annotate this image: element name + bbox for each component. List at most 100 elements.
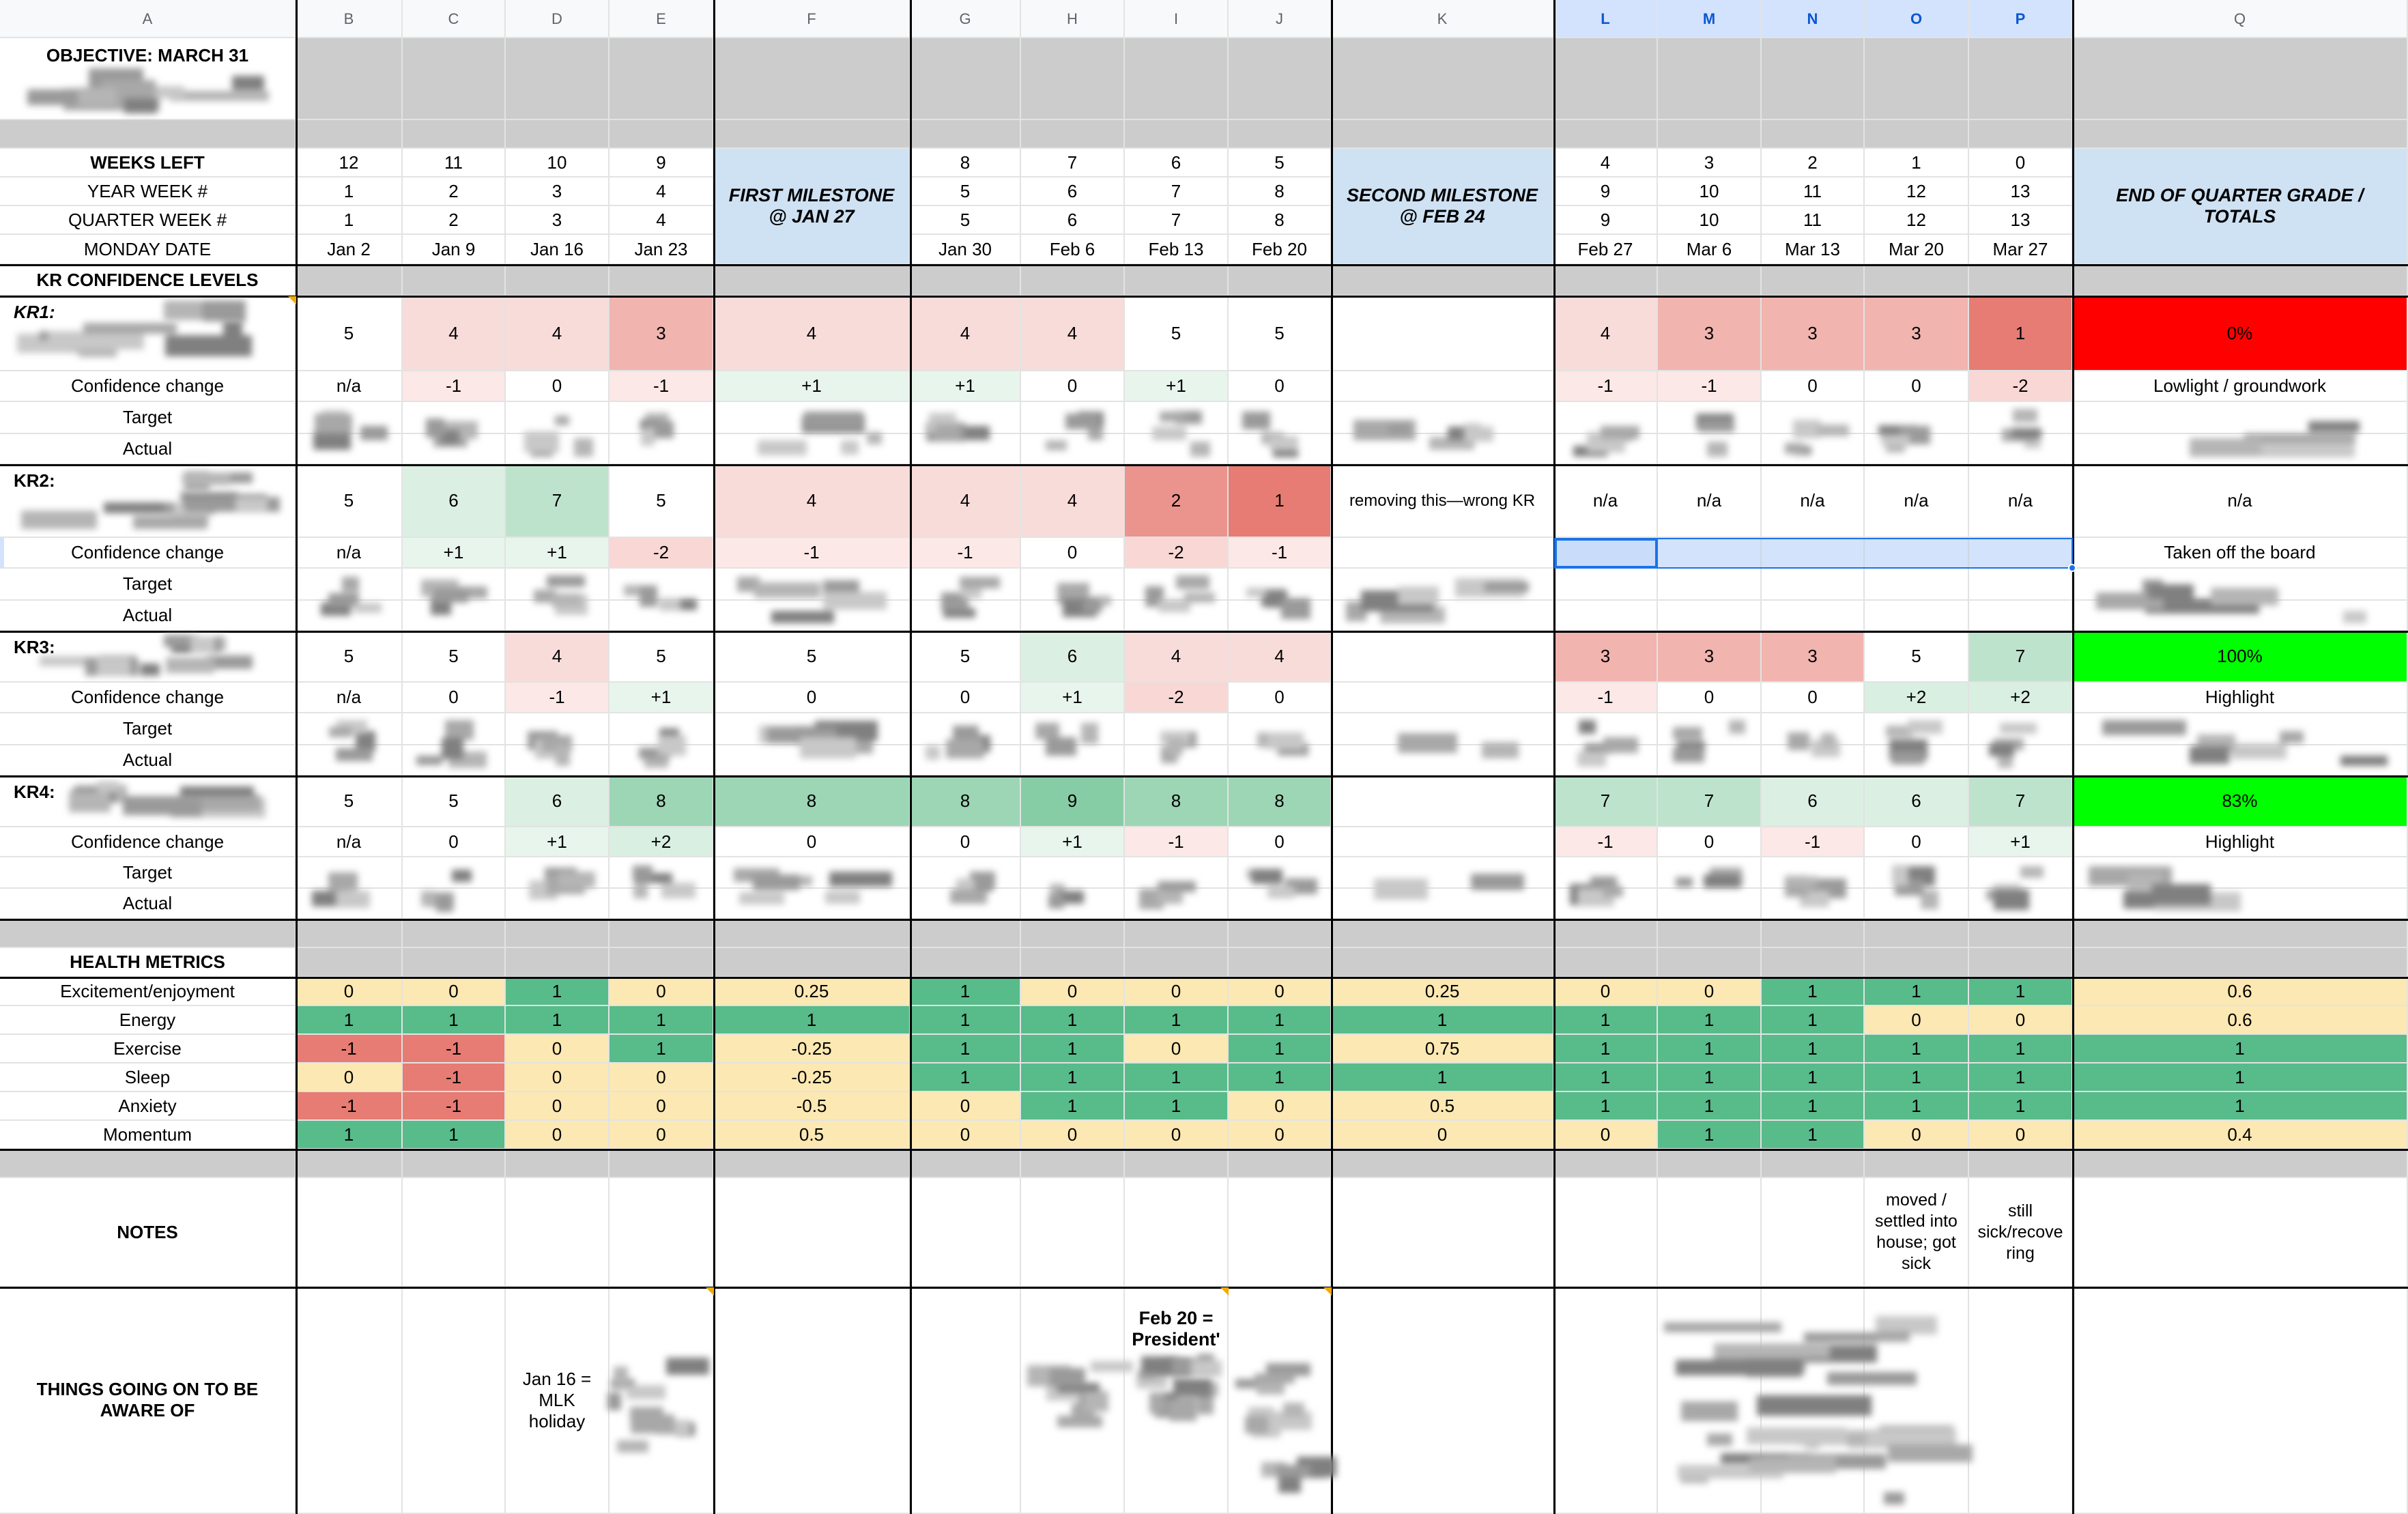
health-metric-cell[interactable]: 1 xyxy=(610,1035,714,1063)
spacer-cell[interactable] xyxy=(1332,1149,1554,1178)
health-metric-cell[interactable]: 0.6 xyxy=(2073,977,2408,1006)
health-metric-cell[interactable]: 1 xyxy=(403,1006,506,1035)
spacer-cell[interactable] xyxy=(1762,919,1865,948)
kr-change-cell[interactable]: 0 xyxy=(1762,371,1865,402)
year-week-cell[interactable]: 2 xyxy=(403,177,506,206)
notes-cell[interactable] xyxy=(1229,1178,1332,1287)
fill-handle[interactable] xyxy=(2068,564,2076,572)
kr-actual-cell[interactable] xyxy=(1229,745,1332,776)
notes-cell[interactable] xyxy=(714,1178,911,1287)
kr-confidence-cell[interactable]: 5 xyxy=(296,776,403,827)
health-metric-cell[interactable]: 1 xyxy=(1554,1092,1658,1121)
spacer-cell[interactable] xyxy=(1554,1149,1658,1178)
kr-change-cell[interactable]: -2 xyxy=(610,538,714,569)
kr-change-cell[interactable]: -2 xyxy=(1125,683,1229,713)
kr-target-cell[interactable] xyxy=(1969,857,2073,889)
kr-change-cell[interactable]: -1 xyxy=(1229,538,1332,569)
kr-confidence-cell[interactable]: 4 xyxy=(1021,465,1125,538)
spacer-cell[interactable] xyxy=(1658,948,1762,977)
health-metric-cell[interactable]: 1 xyxy=(506,1006,610,1035)
spacer-cell[interactable] xyxy=(1762,1149,1865,1178)
health-metric-cell[interactable]: 1 xyxy=(1969,1035,2073,1063)
empty-cell[interactable] xyxy=(1021,38,1125,120)
target-label[interactable]: Target xyxy=(0,857,296,889)
year-week-cell[interactable]: 7 xyxy=(1125,177,1229,206)
health-metric-cell[interactable]: 1 xyxy=(296,1006,403,1035)
notes-cell[interactable] xyxy=(1658,1178,1762,1287)
confidence-change-label[interactable]: Confidence change xyxy=(0,683,296,713)
kr-actual-cell[interactable] xyxy=(911,889,1021,919)
spacer-cell[interactable] xyxy=(1021,265,1125,296)
empty-cell[interactable] xyxy=(1865,38,1969,120)
kr-target-cell[interactable] xyxy=(610,713,714,745)
kr-actual-cell[interactable] xyxy=(1762,601,1865,631)
kr-change-cell[interactable]: 0 xyxy=(403,683,506,713)
kr3-label[interactable]: KR3: xyxy=(0,631,296,683)
kr-change-cell[interactable]: +2 xyxy=(1969,683,2073,713)
kr-target-cell[interactable] xyxy=(1969,402,2073,434)
health-metric-cell[interactable]: 0 xyxy=(1969,1121,2073,1149)
year-week-cell[interactable]: 9 xyxy=(1554,177,1658,206)
things-cell[interactable] xyxy=(403,1287,506,1514)
kr-confidence-cell[interactable]: 5 xyxy=(296,465,403,538)
weeks-left-label[interactable]: WEEKS LEFT xyxy=(0,149,296,177)
health-metric-cell[interactable]: 1 xyxy=(1658,1121,1762,1149)
monday-date-cell[interactable]: Mar 27 xyxy=(1969,235,2073,265)
things-cell[interactable] xyxy=(1969,1287,2073,1514)
kr-actual-cell[interactable] xyxy=(1554,601,1658,631)
year-week-cell[interactable]: 10 xyxy=(1658,177,1762,206)
kr-confidence-cell[interactable]: 8 xyxy=(714,776,911,827)
notes-cell[interactable] xyxy=(1554,1178,1658,1287)
monday-date-cell[interactable]: Mar 13 xyxy=(1762,235,1865,265)
kr-actual-cell[interactable] xyxy=(506,889,610,919)
kr-confidence-cell[interactable]: 6 xyxy=(506,776,610,827)
kr-actual-cell[interactable] xyxy=(714,434,911,465)
health-metric-cell[interactable]: 0 xyxy=(1125,977,1229,1006)
target-label[interactable]: Target xyxy=(0,402,296,434)
things-cell[interactable] xyxy=(1865,1287,1969,1514)
year-week-cell[interactable]: 1 xyxy=(296,177,403,206)
health-metric-cell[interactable]: 1 xyxy=(1021,1035,1125,1063)
health-metric-cell[interactable]: 1 xyxy=(1125,1063,1229,1092)
kr-change-cell[interactable]: +1 xyxy=(610,683,714,713)
health-metric-cell[interactable]: 1 xyxy=(610,1006,714,1035)
empty-cell[interactable] xyxy=(1762,38,1865,120)
kr-change-cell[interactable]: 0 xyxy=(1865,827,1969,857)
health-metric-cell[interactable]: 0 xyxy=(911,1092,1021,1121)
kr-change-cell[interactable] xyxy=(1332,538,1554,569)
spacer-cell[interactable] xyxy=(1865,1149,1969,1178)
health-metric-cell[interactable]: 0.4 xyxy=(2073,1121,2408,1149)
kr-confidence-cell[interactable]: 4 xyxy=(714,465,911,538)
kr-change-cell[interactable]: n/a xyxy=(296,827,403,857)
health-metric-cell[interactable]: -1 xyxy=(296,1035,403,1063)
health-metric-cell[interactable]: 0 xyxy=(403,977,506,1006)
year-week-cell[interactable]: 6 xyxy=(1021,177,1125,206)
health-metric-cell[interactable]: -1 xyxy=(296,1092,403,1121)
health-metric-cell[interactable]: 1 xyxy=(1021,1006,1125,1035)
year-week-cell[interactable]: 3 xyxy=(506,177,610,206)
kr-actual-cell[interactable] xyxy=(1229,601,1332,631)
kr-actual-cell[interactable] xyxy=(2073,601,2408,631)
kr-change-cell[interactable]: 0 xyxy=(1658,827,1762,857)
spacer-cell[interactable] xyxy=(296,265,403,296)
kr-confidence-cell[interactable]: n/a xyxy=(1554,465,1658,538)
kr-change-cell[interactable] xyxy=(1332,371,1554,402)
kr-target-cell[interactable] xyxy=(403,402,506,434)
empty-cell[interactable] xyxy=(1554,38,1658,120)
kr-actual-cell[interactable] xyxy=(296,889,403,919)
spacer-cell[interactable] xyxy=(1969,1149,2073,1178)
health-metric-cell[interactable]: 0 xyxy=(506,1121,610,1149)
kr-confidence-cell[interactable]: 3 xyxy=(1762,296,1865,371)
kr-actual-cell[interactable] xyxy=(1229,434,1332,465)
notes-cell[interactable]: still sick/recove ring xyxy=(1969,1178,2073,1287)
kr-actual-cell[interactable] xyxy=(1332,889,1554,919)
kr-actual-cell[interactable] xyxy=(610,889,714,919)
health-metric-cell[interactable]: 0 xyxy=(1021,1121,1125,1149)
kr-actual-cell[interactable] xyxy=(1021,434,1125,465)
spacer-cell[interactable] xyxy=(714,265,911,296)
empty-cell[interactable] xyxy=(1332,38,1554,120)
kr-target-cell[interactable] xyxy=(1021,402,1125,434)
empty-cell[interactable] xyxy=(403,38,506,120)
things-cell[interactable] xyxy=(1021,1287,1125,1514)
spacer-cell[interactable] xyxy=(1125,1149,1229,1178)
